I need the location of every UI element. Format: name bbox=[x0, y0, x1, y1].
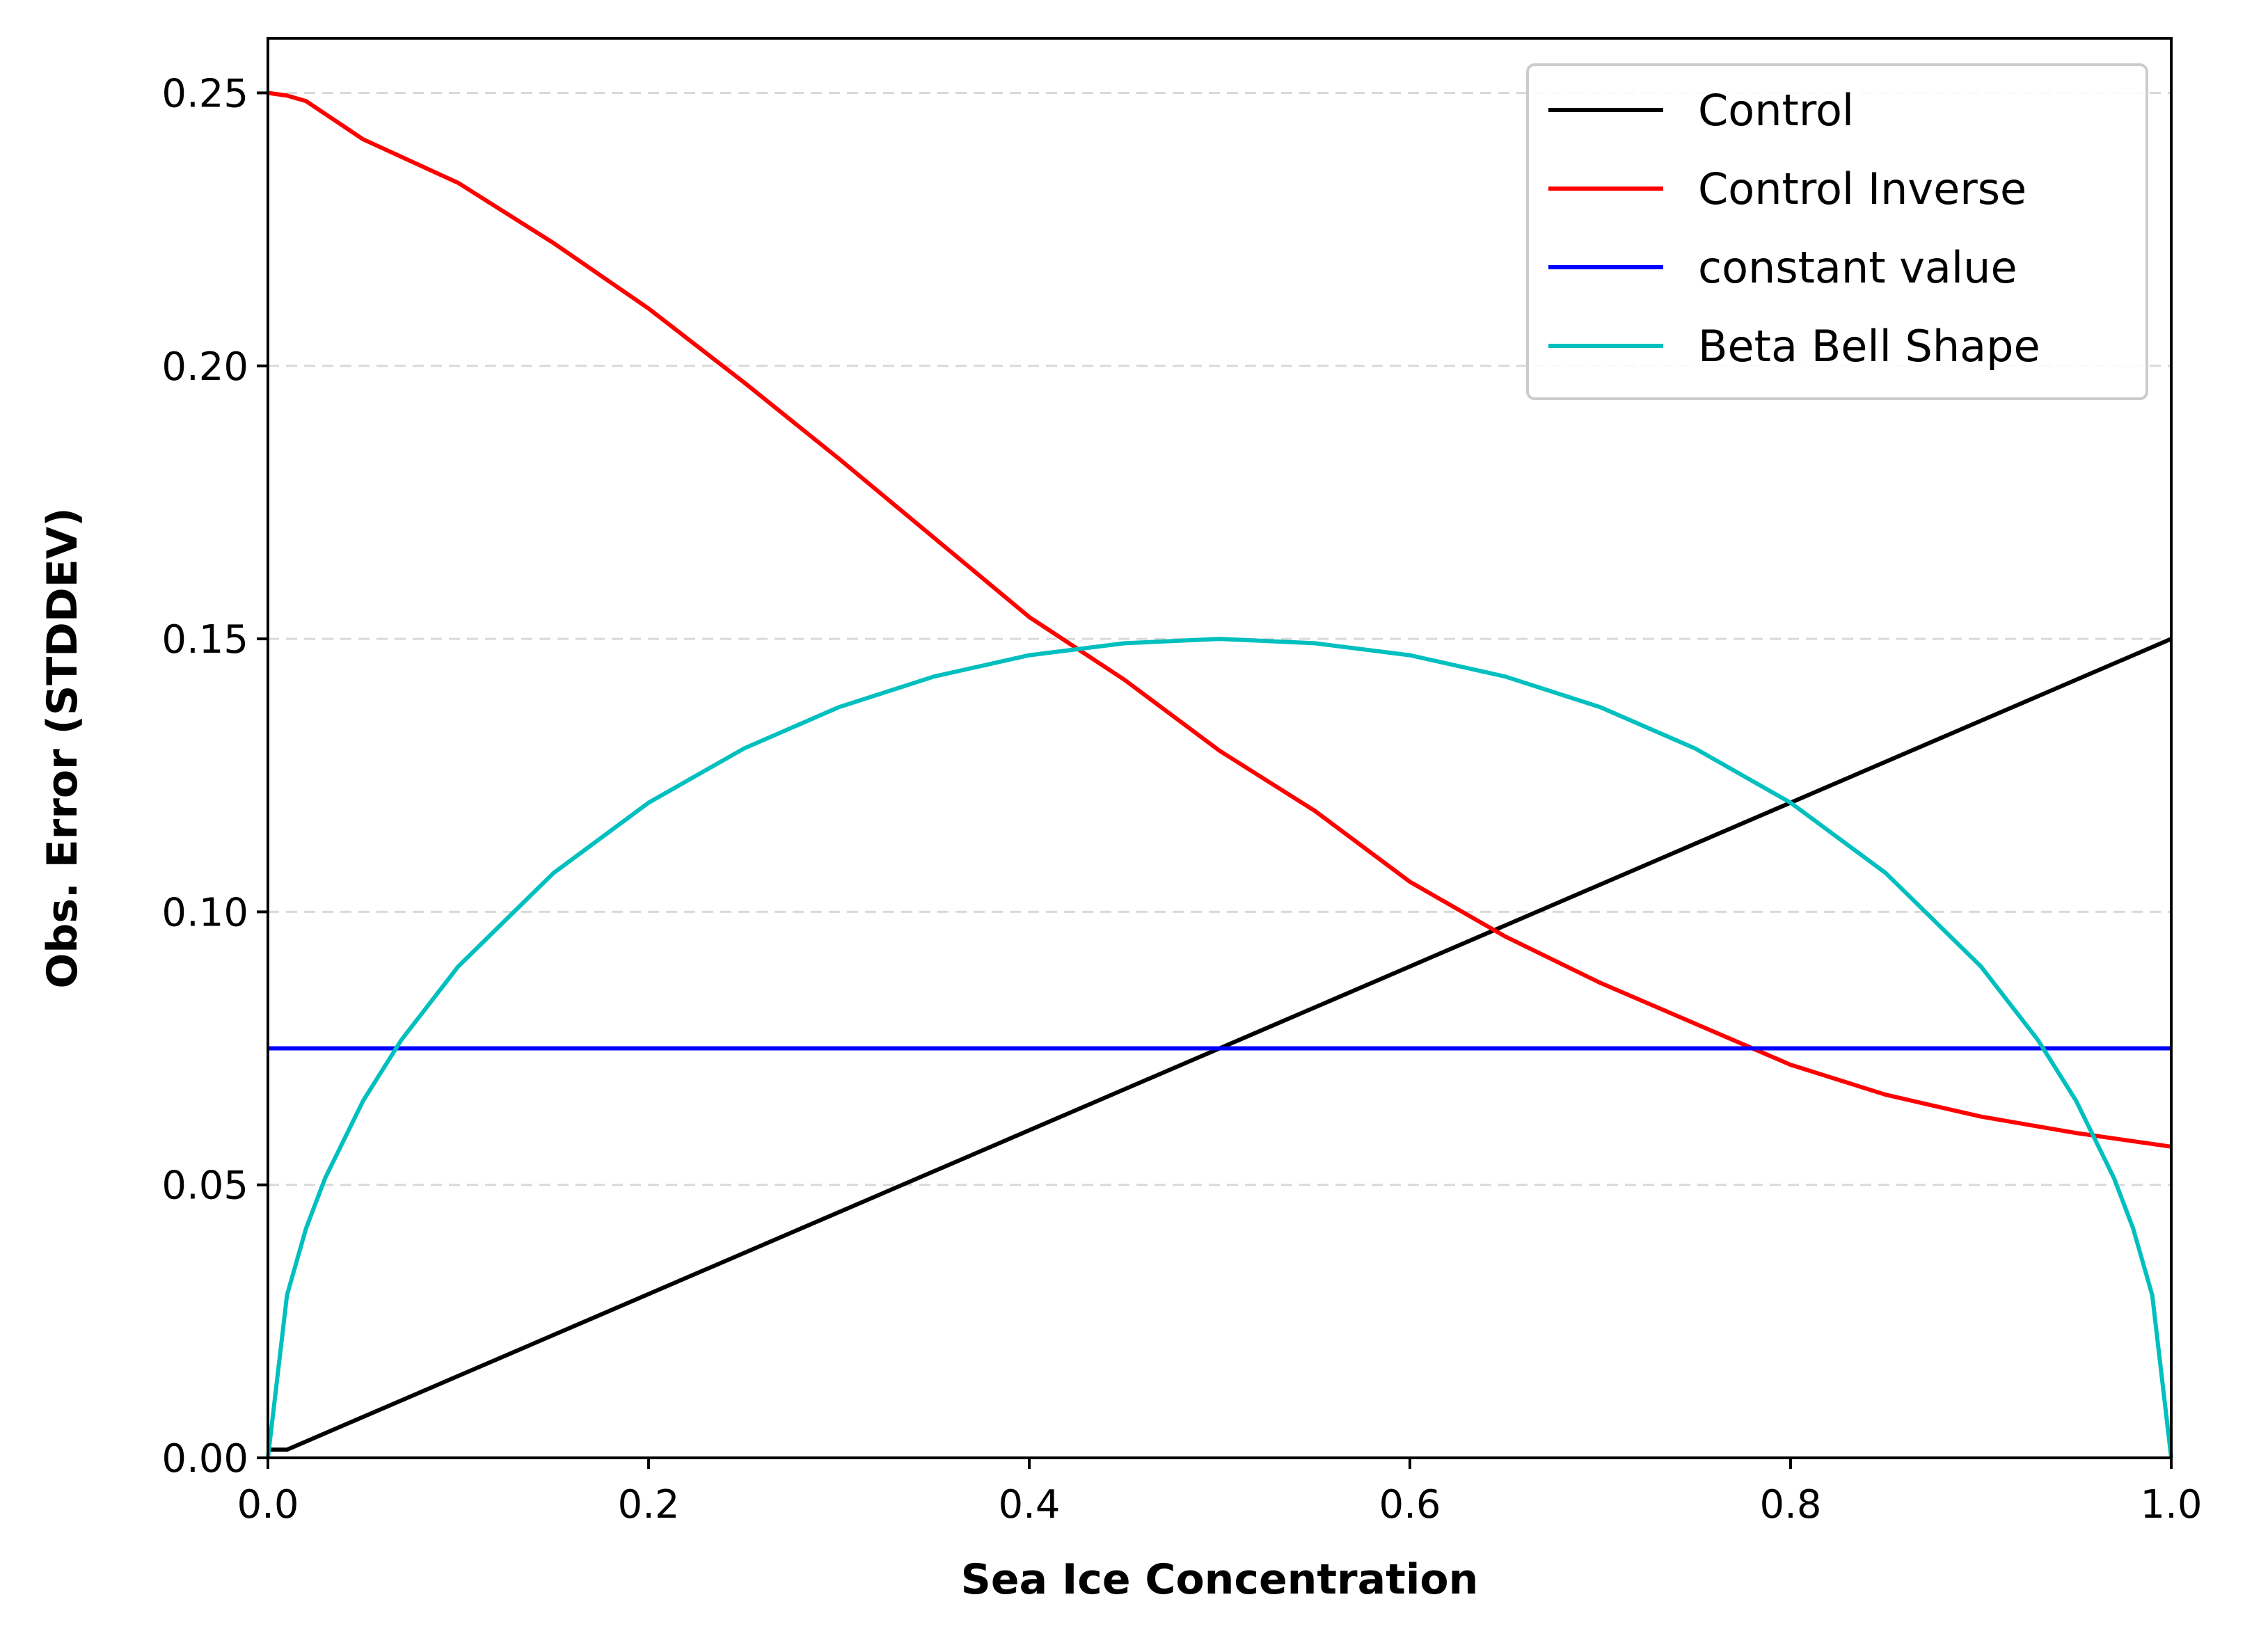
series-line-1 bbox=[267, 90, 2172, 1149]
legend-label-3: Beta Bell Shape bbox=[1698, 321, 2040, 372]
grid-lines bbox=[268, 91, 2171, 1186]
series-lines bbox=[266, 90, 2173, 1459]
y-tick-label-3: 0.15 bbox=[161, 617, 248, 662]
x-tick-label-3: 0.6 bbox=[1379, 1482, 1441, 1527]
axis-ticks: 0.0 0.2 0.4 0.6 0.8 1.0 0.00 0.05 0.10 0.15 0.20 0.… bbox=[161, 71, 2202, 1527]
series-line-0 bbox=[268, 637, 2173, 1452]
plot-frame bbox=[267, 37, 2173, 1459]
legend-label-1: Control Inverse bbox=[1698, 164, 2026, 214]
y-tick-label-1: 0.05 bbox=[161, 1163, 248, 1209]
legend: Control Control Inverse constant value Beta… bbox=[1526, 63, 2148, 400]
y-tick-label-2: 0.10 bbox=[161, 890, 248, 935]
y-tick-label-5: 0.25 bbox=[161, 71, 248, 116]
x-tick-label-2: 0.4 bbox=[998, 1482, 1060, 1527]
series-line-3 bbox=[266, 637, 2173, 1459]
y-tick-label-0: 0.00 bbox=[161, 1436, 248, 1482]
x-tick-label-1: 0.2 bbox=[617, 1482, 679, 1527]
x-tick-label-5: 1.0 bbox=[2140, 1482, 2202, 1527]
y-axis-title: Obs. Error (STDDEV) bbox=[38, 507, 87, 988]
x-tick-label-0: 0.0 bbox=[237, 1482, 299, 1527]
legend-label-2: constant value bbox=[1698, 242, 2017, 293]
x-axis-title: Sea Ice Concentration bbox=[961, 1555, 1479, 1604]
y-tick-label-4: 0.20 bbox=[161, 344, 248, 390]
x-tick-label-4: 0.8 bbox=[1759, 1482, 1821, 1527]
legend-label-0: Control bbox=[1698, 85, 1854, 136]
legend-box bbox=[1526, 63, 2148, 400]
